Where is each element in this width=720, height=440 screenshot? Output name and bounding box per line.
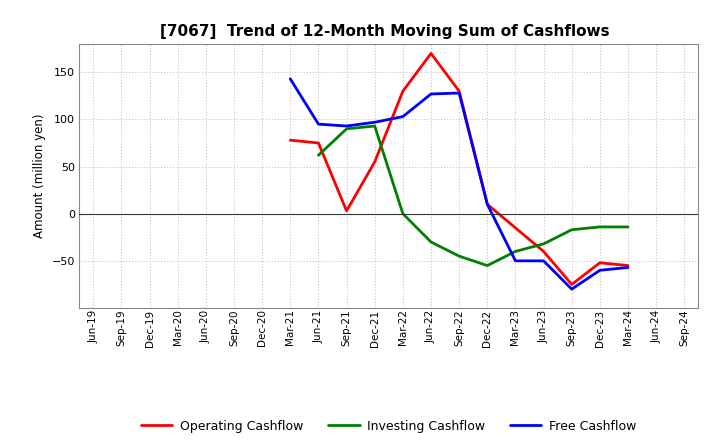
Investing Cashflow xyxy=(539,241,548,246)
Investing Cashflow xyxy=(427,239,436,245)
Investing Cashflow xyxy=(511,249,520,254)
Operating Cashflow xyxy=(427,51,436,56)
Investing Cashflow xyxy=(567,227,576,232)
Investing Cashflow xyxy=(483,263,492,268)
Free Cashflow xyxy=(624,265,632,270)
Line: Operating Cashflow: Operating Cashflow xyxy=(290,53,628,284)
Investing Cashflow xyxy=(595,224,604,230)
Operating Cashflow xyxy=(455,88,464,94)
Investing Cashflow xyxy=(370,123,379,128)
Operating Cashflow xyxy=(567,282,576,287)
Investing Cashflow xyxy=(314,153,323,158)
Investing Cashflow xyxy=(624,224,632,230)
Operating Cashflow xyxy=(399,88,408,94)
Y-axis label: Amount (million yen): Amount (million yen) xyxy=(33,114,46,238)
Operating Cashflow xyxy=(314,140,323,146)
Operating Cashflow xyxy=(342,208,351,213)
Operating Cashflow xyxy=(511,225,520,231)
Line: Investing Cashflow: Investing Cashflow xyxy=(318,126,628,266)
Free Cashflow xyxy=(427,92,436,97)
Free Cashflow xyxy=(286,76,294,81)
Operating Cashflow xyxy=(595,260,604,265)
Free Cashflow xyxy=(342,123,351,128)
Legend: Operating Cashflow, Investing Cashflow, Free Cashflow: Operating Cashflow, Investing Cashflow, … xyxy=(136,414,642,437)
Free Cashflow xyxy=(399,114,408,119)
Line: Free Cashflow: Free Cashflow xyxy=(290,79,628,289)
Free Cashflow xyxy=(370,120,379,125)
Investing Cashflow xyxy=(455,253,464,259)
Investing Cashflow xyxy=(399,211,408,216)
Operating Cashflow xyxy=(286,138,294,143)
Free Cashflow xyxy=(539,258,548,264)
Free Cashflow xyxy=(511,258,520,264)
Operating Cashflow xyxy=(624,263,632,268)
Operating Cashflow xyxy=(483,202,492,207)
Text: [7067]  Trend of 12-Month Moving Sum of Cashflows: [7067] Trend of 12-Month Moving Sum of C… xyxy=(160,24,609,39)
Free Cashflow xyxy=(455,90,464,95)
Operating Cashflow xyxy=(370,159,379,165)
Operating Cashflow xyxy=(539,249,548,254)
Free Cashflow xyxy=(595,268,604,273)
Free Cashflow xyxy=(314,121,323,127)
Investing Cashflow xyxy=(342,126,351,132)
Free Cashflow xyxy=(483,202,492,207)
Free Cashflow xyxy=(567,286,576,292)
